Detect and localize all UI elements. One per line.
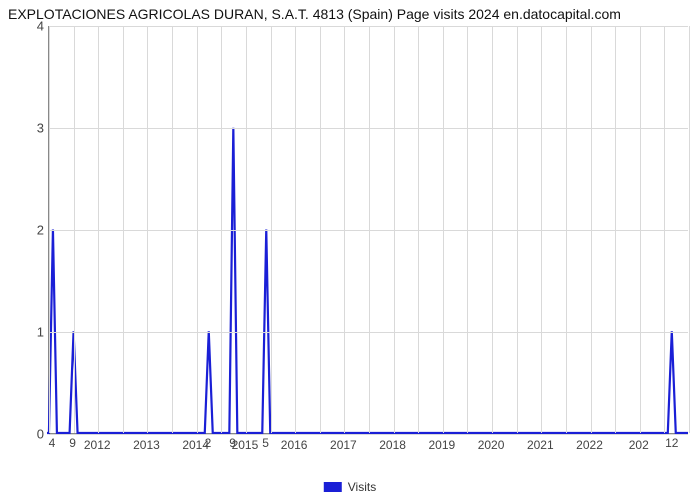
gridline-vertical	[664, 26, 665, 433]
legend-swatch	[324, 482, 342, 492]
gridline-vertical	[74, 26, 75, 433]
x-tick-label: 2021	[527, 438, 554, 452]
gridline-vertical	[369, 26, 370, 433]
x-tick-label: 2018	[379, 438, 406, 452]
gridline-vertical	[271, 26, 272, 433]
gridline-horizontal	[49, 434, 688, 435]
point-value-label: 9	[69, 436, 76, 450]
point-value-label: 2	[205, 436, 212, 450]
x-tick-label: 2020	[478, 438, 505, 452]
x-tick-label: 2022	[576, 438, 603, 452]
y-tick-label: 3	[37, 121, 44, 136]
legend: Visits	[324, 480, 376, 494]
gridline-vertical	[172, 26, 173, 433]
chart-title: EXPLOTACIONES AGRICOLAS DURAN, S.A.T. 48…	[8, 6, 621, 22]
gridline-vertical	[541, 26, 542, 433]
x-tick-label: 2013	[133, 438, 160, 452]
x-tick-label: 2012	[84, 438, 111, 452]
gridline-vertical	[566, 26, 567, 433]
gridline-vertical	[492, 26, 493, 433]
point-value-label: 5	[262, 436, 269, 450]
gridline-vertical	[98, 26, 99, 433]
point-value-label: 12	[665, 436, 678, 450]
y-tick-label: 0	[37, 427, 44, 442]
x-tick-label: 2017	[330, 438, 357, 452]
chart-container: EXPLOTACIONES AGRICOLAS DURAN, S.A.T. 48…	[0, 0, 700, 500]
gridline-vertical	[443, 26, 444, 433]
y-tick-label: 4	[37, 19, 44, 34]
x-tick-label: 202	[629, 438, 649, 452]
gridline-vertical	[689, 26, 690, 433]
y-tick-label: 2	[37, 223, 44, 238]
gridline-vertical	[221, 26, 222, 433]
x-tick-label: 2019	[428, 438, 455, 452]
gridline-vertical	[517, 26, 518, 433]
gridline-vertical	[615, 26, 616, 433]
gridline-vertical	[147, 26, 148, 433]
gridline-vertical	[394, 26, 395, 433]
x-tick-label: 2016	[281, 438, 308, 452]
gridline-vertical	[418, 26, 419, 433]
legend-label: Visits	[348, 480, 376, 494]
gridline-vertical	[197, 26, 198, 433]
gridline-vertical	[123, 26, 124, 433]
gridline-vertical	[320, 26, 321, 433]
gridline-vertical	[246, 26, 247, 433]
gridline-vertical	[591, 26, 592, 433]
point-value-label: 9	[229, 436, 236, 450]
gridline-vertical	[467, 26, 468, 433]
gridline-vertical	[49, 26, 50, 433]
gridline-vertical	[344, 26, 345, 433]
point-value-label: 4	[49, 436, 56, 450]
gridline-vertical	[640, 26, 641, 433]
y-tick-label: 1	[37, 325, 44, 340]
plot-area	[48, 26, 688, 434]
gridline-vertical	[295, 26, 296, 433]
